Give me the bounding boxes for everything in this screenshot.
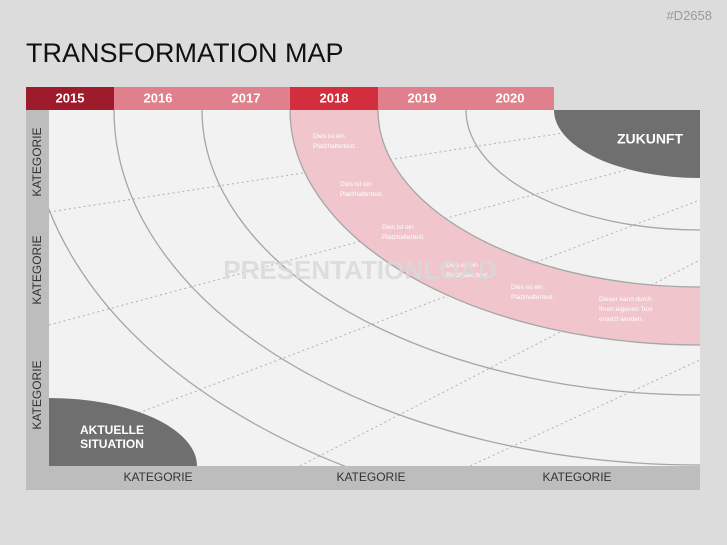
current-label: AKTUELLE — [80, 423, 144, 437]
arc — [201, 110, 700, 396]
placeholder-text: Dies ist ein — [382, 224, 414, 231]
year-label: 2015 — [56, 90, 85, 105]
placeholder-text: Platzhaltertext. — [446, 272, 489, 279]
year-label: 2016 — [144, 90, 173, 105]
year-label: 2020 — [496, 90, 525, 105]
placeholders: Dies ist ein Platzhaltertext. Dies ist e… — [313, 133, 653, 323]
year-label: 2017 — [232, 90, 261, 105]
row-label: KATEGORIE — [30, 235, 44, 304]
watermark: PRESENTATIONLOAD — [223, 255, 496, 285]
placeholder-text: Dieser kann durch — [599, 296, 652, 303]
guide-line — [49, 149, 700, 326]
year-cell — [26, 87, 114, 110]
current-shape — [49, 398, 197, 466]
placeholder-text: Dies ist ein — [511, 284, 543, 291]
year-bar: 2015 2016 2017 2018 2019 2020 — [26, 87, 554, 110]
placeholder-text: Dies ist ein — [313, 133, 345, 140]
arc — [113, 110, 700, 466]
map — [49, 110, 700, 466]
year-cell — [290, 87, 378, 110]
placeholder-text: Ihren eigenen Text — [599, 306, 653, 313]
placeholder-text: ersetzt werden. — [599, 316, 644, 323]
year-label: 2019 — [408, 90, 437, 105]
placeholder-text: Dies ist ein — [446, 262, 478, 269]
year-cell — [114, 87, 290, 110]
placeholder-text: Platzhaltertext. — [382, 234, 425, 241]
current-label: SITUATION — [80, 437, 144, 451]
column-label: KATEGORIE — [336, 470, 405, 484]
placeholder-text: Dies ist ein — [340, 181, 372, 188]
row-label: KATEGORIE — [30, 127, 44, 196]
future-shape — [554, 110, 700, 178]
highlight-band — [290, 110, 700, 345]
column-label: KATEGORIE — [542, 470, 611, 484]
arc — [377, 110, 700, 288]
year-label: 2018 — [320, 90, 349, 105]
arc — [49, 207, 347, 466]
placeholder-text: Platzhaltertext. — [511, 294, 554, 301]
placeholder-text: Platzhaltertext. — [340, 191, 383, 198]
guide-line — [469, 359, 700, 466]
slide-id: #D2658 — [666, 8, 712, 23]
title: TRANSFORMATION MAP — [26, 38, 344, 68]
guide-line — [119, 199, 700, 421]
year-cell — [378, 87, 554, 110]
placeholder-text: Platzhaltertext. — [313, 143, 356, 150]
arc — [465, 110, 700, 231]
arc — [289, 110, 700, 346]
future-label: ZUKUNFT — [617, 131, 684, 147]
row-label: KATEGORIE — [30, 360, 44, 429]
column-label: KATEGORIE — [123, 470, 192, 484]
